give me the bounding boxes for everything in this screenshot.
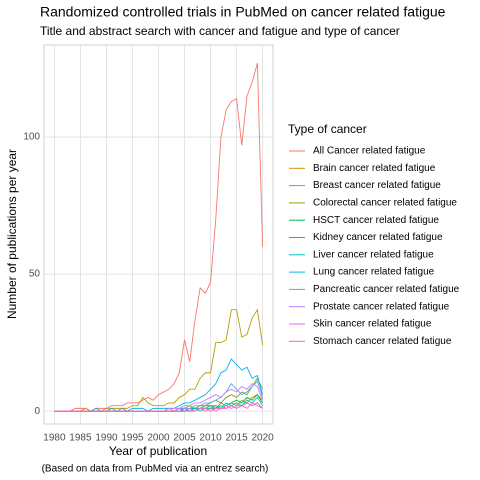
series-line (54, 402, 263, 412)
chart-title: Randomized controlled trials in PubMed o… (40, 4, 446, 20)
legend-label: Lung cancer related fatigue (313, 267, 435, 278)
legend-label: Colorectal cancer related fatigue (313, 198, 457, 209)
x-tick-label: 2015 (225, 433, 248, 444)
legend-label: All Cancer related fatigue (313, 146, 426, 157)
legend-label: Pancreatic cancer related fatigue (313, 284, 460, 295)
y-tick-label: 100 (23, 132, 40, 143)
x-axis-label: Year of publication (109, 444, 207, 458)
x-tick-label: 2010 (199, 433, 222, 444)
legend-label: Brain cancer related fatigue (313, 163, 436, 174)
caption: (Based on data from PubMed via an entrez… (42, 464, 269, 475)
x-tick-label: 1980 (43, 433, 66, 444)
y-axis-label: Number of publications per year (5, 149, 19, 319)
legend-title: Type of cancer (288, 122, 367, 136)
x-tick-label: 2000 (147, 433, 170, 444)
legend-label: Liver cancer related fatigue (313, 249, 434, 260)
chart-subtitle: Title and abstract search with cancer an… (40, 24, 400, 38)
y-tick-label: 0 (34, 406, 40, 417)
legend-label: Stomach cancer related fatigue (313, 336, 452, 347)
legend-label: Skin cancer related fatigue (313, 319, 432, 330)
x-tick-label: 1995 (121, 433, 144, 444)
x-tick-label: 2005 (173, 433, 196, 444)
legend-label: Breast cancer related fatigue (313, 180, 441, 191)
series-line (54, 308, 264, 412)
x-tick-label: 1990 (95, 433, 118, 444)
legend-label: Kidney cancer related fatigue (313, 232, 443, 243)
x-tick-label: 2020 (251, 433, 274, 444)
x-tick-label: 1985 (69, 433, 92, 444)
legend-label: Prostate cancer related fatigue (313, 301, 450, 312)
legend-label: HSCT cancer related fatigue (313, 215, 439, 226)
y-tick-label: 50 (29, 269, 41, 280)
